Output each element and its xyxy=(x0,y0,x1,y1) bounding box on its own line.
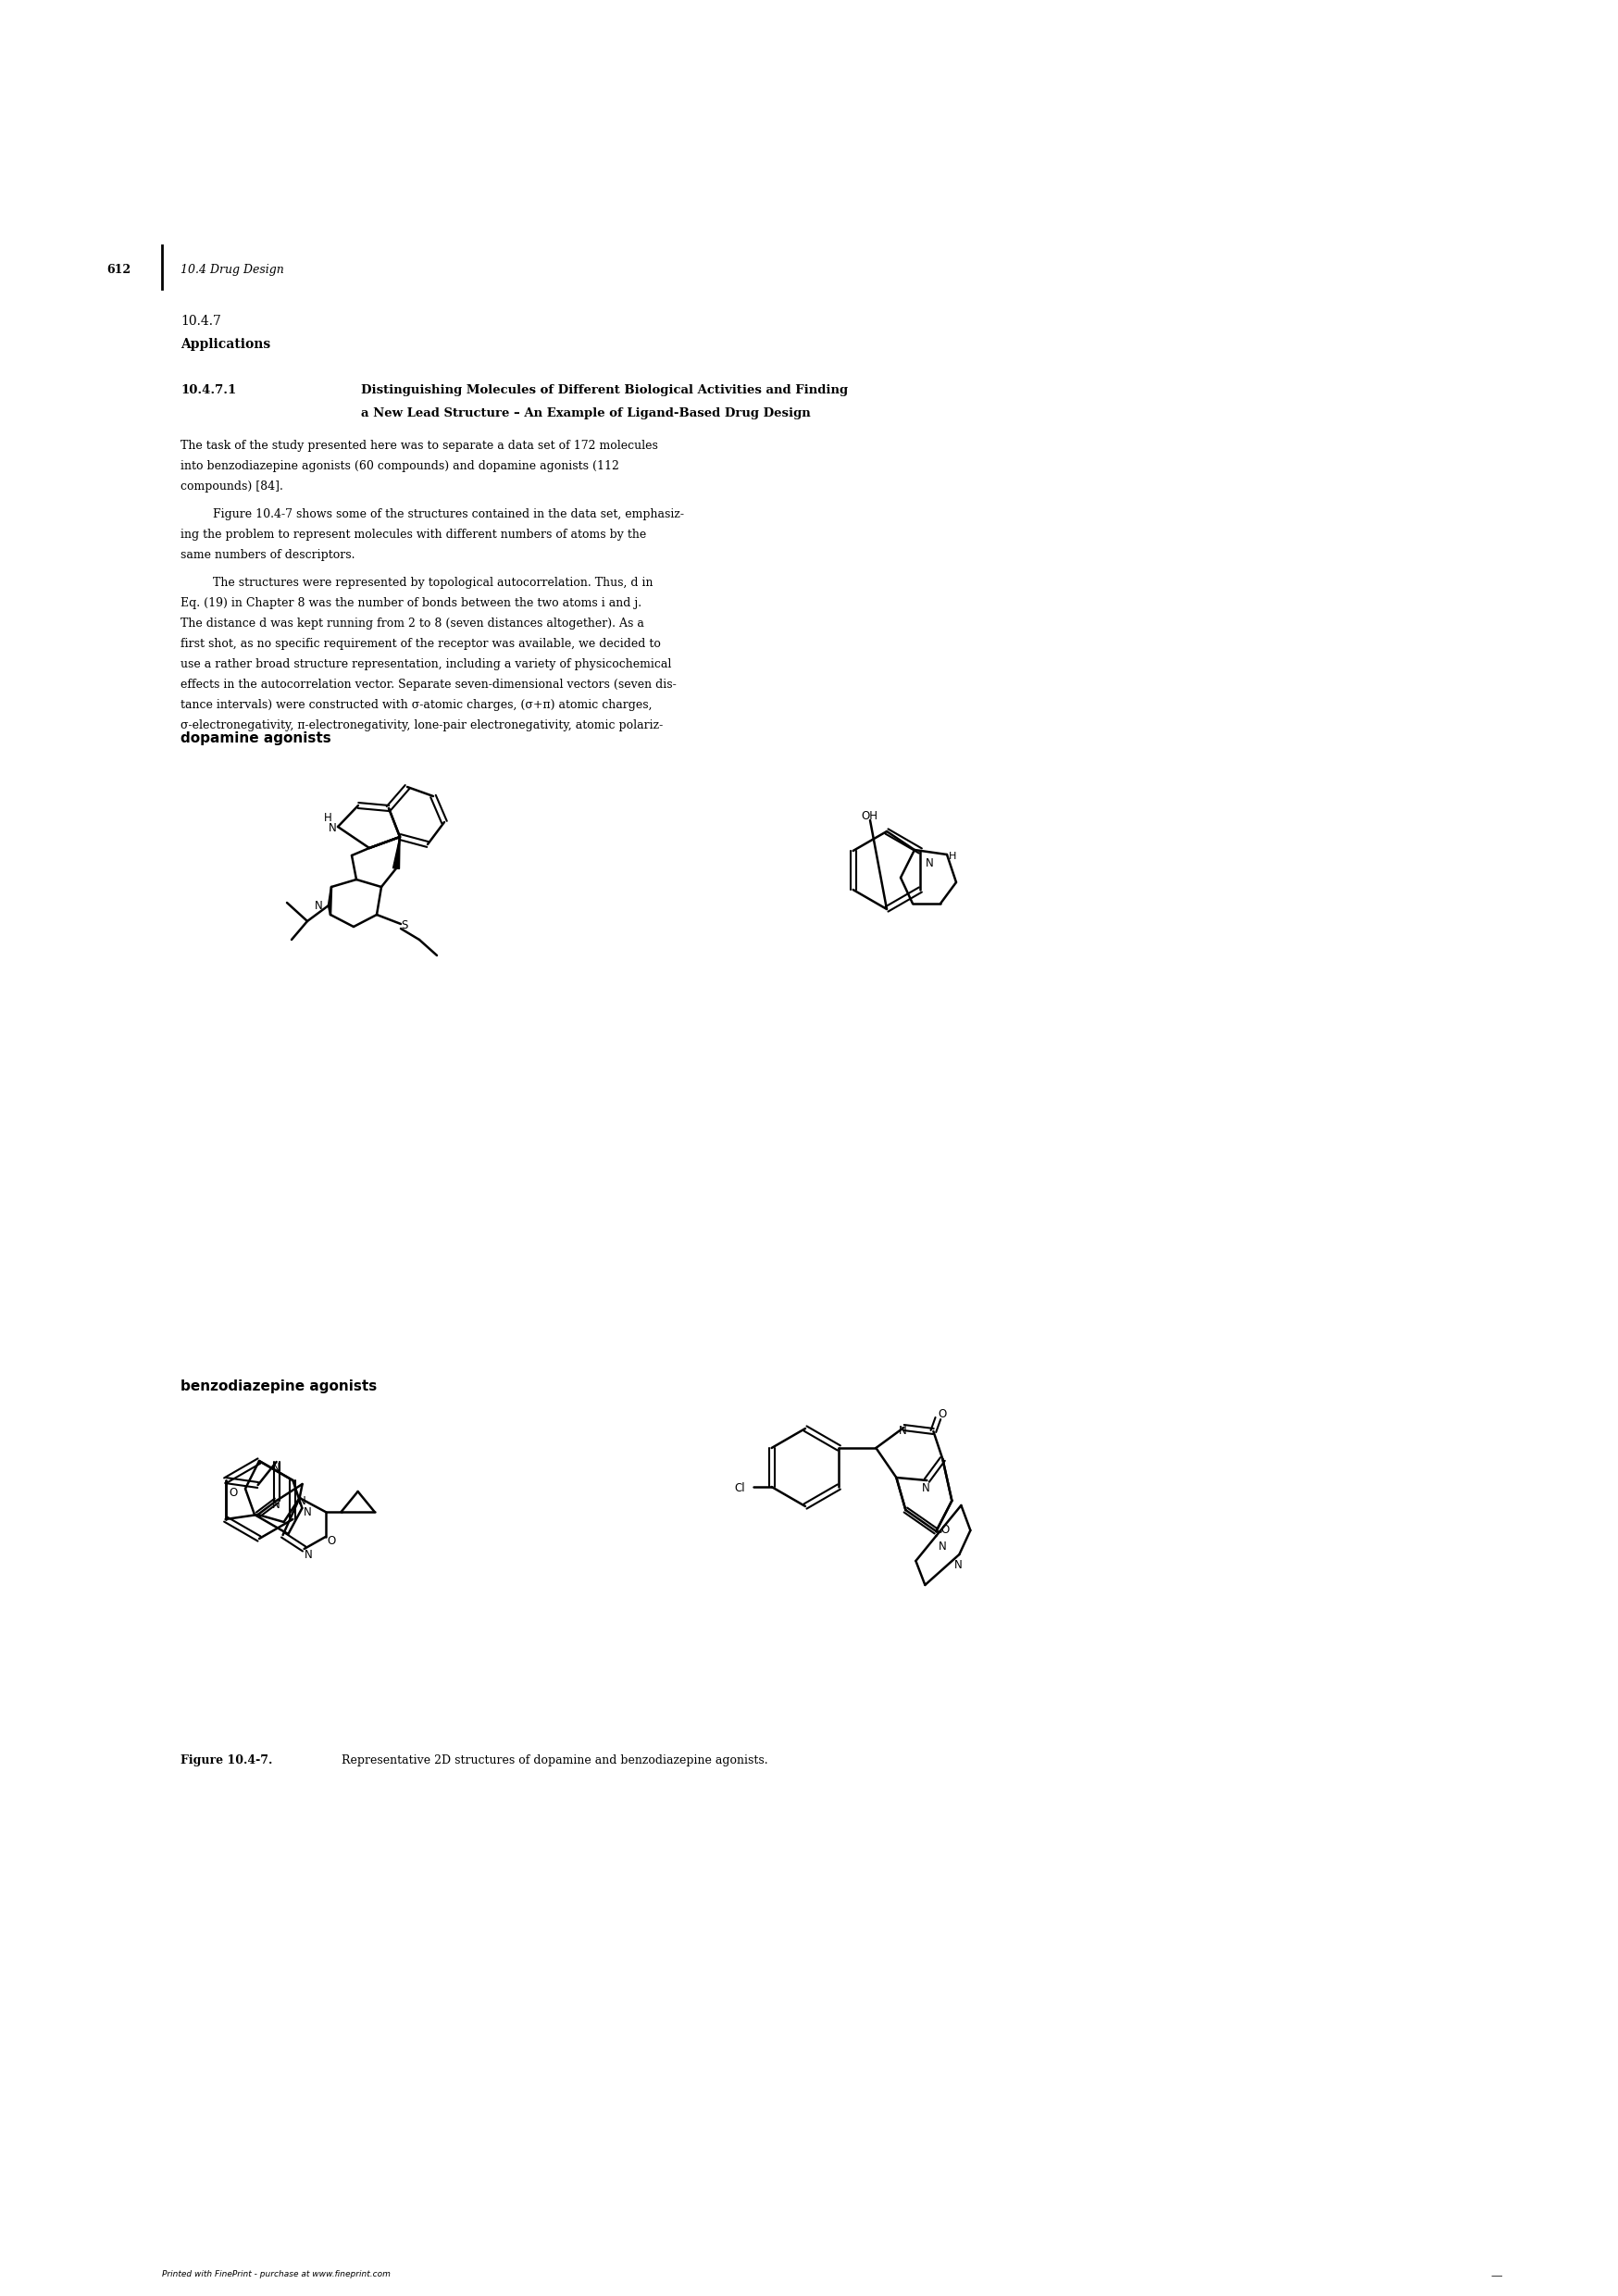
Text: 10.4.7: 10.4.7 xyxy=(181,315,222,328)
Text: O: O xyxy=(228,1488,238,1499)
Text: O: O xyxy=(327,1536,337,1548)
Text: N: N xyxy=(298,1495,306,1506)
Text: N: N xyxy=(272,1499,280,1511)
Text: The task of the study presented here was to separate a data set of 172 molecules: The task of the study presented here was… xyxy=(181,441,659,452)
Text: S: S xyxy=(401,918,408,932)
Text: compounds) [84].: compounds) [84]. xyxy=(181,480,283,494)
Text: N: N xyxy=(272,1463,280,1474)
Text: Representative 2D structures of dopamine and benzodiazepine agonists.: Representative 2D structures of dopamine… xyxy=(330,1754,769,1766)
Text: Eq. (19) in Chapter 8 was the number of bonds between the two atoms i and j.: Eq. (19) in Chapter 8 was the number of … xyxy=(181,597,642,608)
Text: Distinguishing Molecules of Different Biological Activities and Finding: Distinguishing Molecules of Different Bi… xyxy=(361,383,848,397)
Text: dopamine agonists: dopamine agonists xyxy=(181,732,332,746)
Text: Printed with FinePrint - purchase at www.fineprint.com: Printed with FinePrint - purchase at www… xyxy=(162,2271,390,2278)
Polygon shape xyxy=(393,838,400,868)
Text: a New Lead Structure – An Example of Ligand-Based Drug Design: a New Lead Structure – An Example of Lig… xyxy=(361,406,811,420)
Text: N: N xyxy=(955,1559,963,1570)
Text: use a rather broad structure representation, including a variety of physicochemi: use a rather broad structure representat… xyxy=(181,659,671,670)
Text: Figure 10.4-7 shows some of the structures contained in the data set, emphasiz-: Figure 10.4-7 shows some of the structur… xyxy=(214,507,684,521)
Text: N: N xyxy=(304,1506,312,1518)
Text: N: N xyxy=(925,856,934,870)
Text: same numbers of descriptors.: same numbers of descriptors. xyxy=(181,549,354,560)
Text: effects in the autocorrelation vector. Separate seven-dimensional vectors (seven: effects in the autocorrelation vector. S… xyxy=(181,680,676,691)
Text: H: H xyxy=(948,852,956,861)
Text: 612: 612 xyxy=(107,264,131,276)
Text: H: H xyxy=(324,813,332,824)
Text: O: O xyxy=(938,1407,947,1421)
Text: N: N xyxy=(900,1426,908,1437)
Text: benzodiazepine agonists: benzodiazepine agonists xyxy=(181,1380,377,1394)
Text: The distance d was kept running from 2 to 8 (seven distances altogether). As a: The distance d was kept running from 2 t… xyxy=(181,618,644,629)
Text: Applications: Applications xyxy=(181,338,270,351)
Text: first shot, as no specific requirement of the receptor was available, we decided: first shot, as no specific requirement o… xyxy=(181,638,660,650)
Text: O: O xyxy=(940,1525,950,1536)
Text: N: N xyxy=(328,822,337,833)
Text: N: N xyxy=(316,900,324,912)
Text: Figure 10.4-7.: Figure 10.4-7. xyxy=(181,1754,272,1766)
Text: into benzodiazepine agonists (60 compounds) and dopamine agonists (112: into benzodiazepine agonists (60 compoun… xyxy=(181,459,620,473)
Text: 10.4.7.1: 10.4.7.1 xyxy=(181,383,236,397)
Text: σ-electronegativity, π-electronegativity, lone-pair electronegativity, atomic po: σ-electronegativity, π-electronegativity… xyxy=(181,719,663,732)
Text: N: N xyxy=(304,1550,312,1561)
Text: 10.4 Drug Design: 10.4 Drug Design xyxy=(181,264,283,276)
Text: N: N xyxy=(938,1541,947,1552)
Text: ing the problem to represent molecules with different numbers of atoms by the: ing the problem to represent molecules w… xyxy=(181,528,646,540)
Text: Cl: Cl xyxy=(735,1483,746,1495)
Text: OH: OH xyxy=(861,810,877,822)
Text: The structures were represented by topological autocorrelation. Thus, d in: The structures were represented by topol… xyxy=(214,576,654,588)
Text: tance intervals) were constructed with σ-atomic charges, (σ+π) atomic charges,: tance intervals) were constructed with σ… xyxy=(181,698,652,712)
Text: N: N xyxy=(922,1483,930,1495)
Text: —: — xyxy=(1490,2271,1502,2282)
